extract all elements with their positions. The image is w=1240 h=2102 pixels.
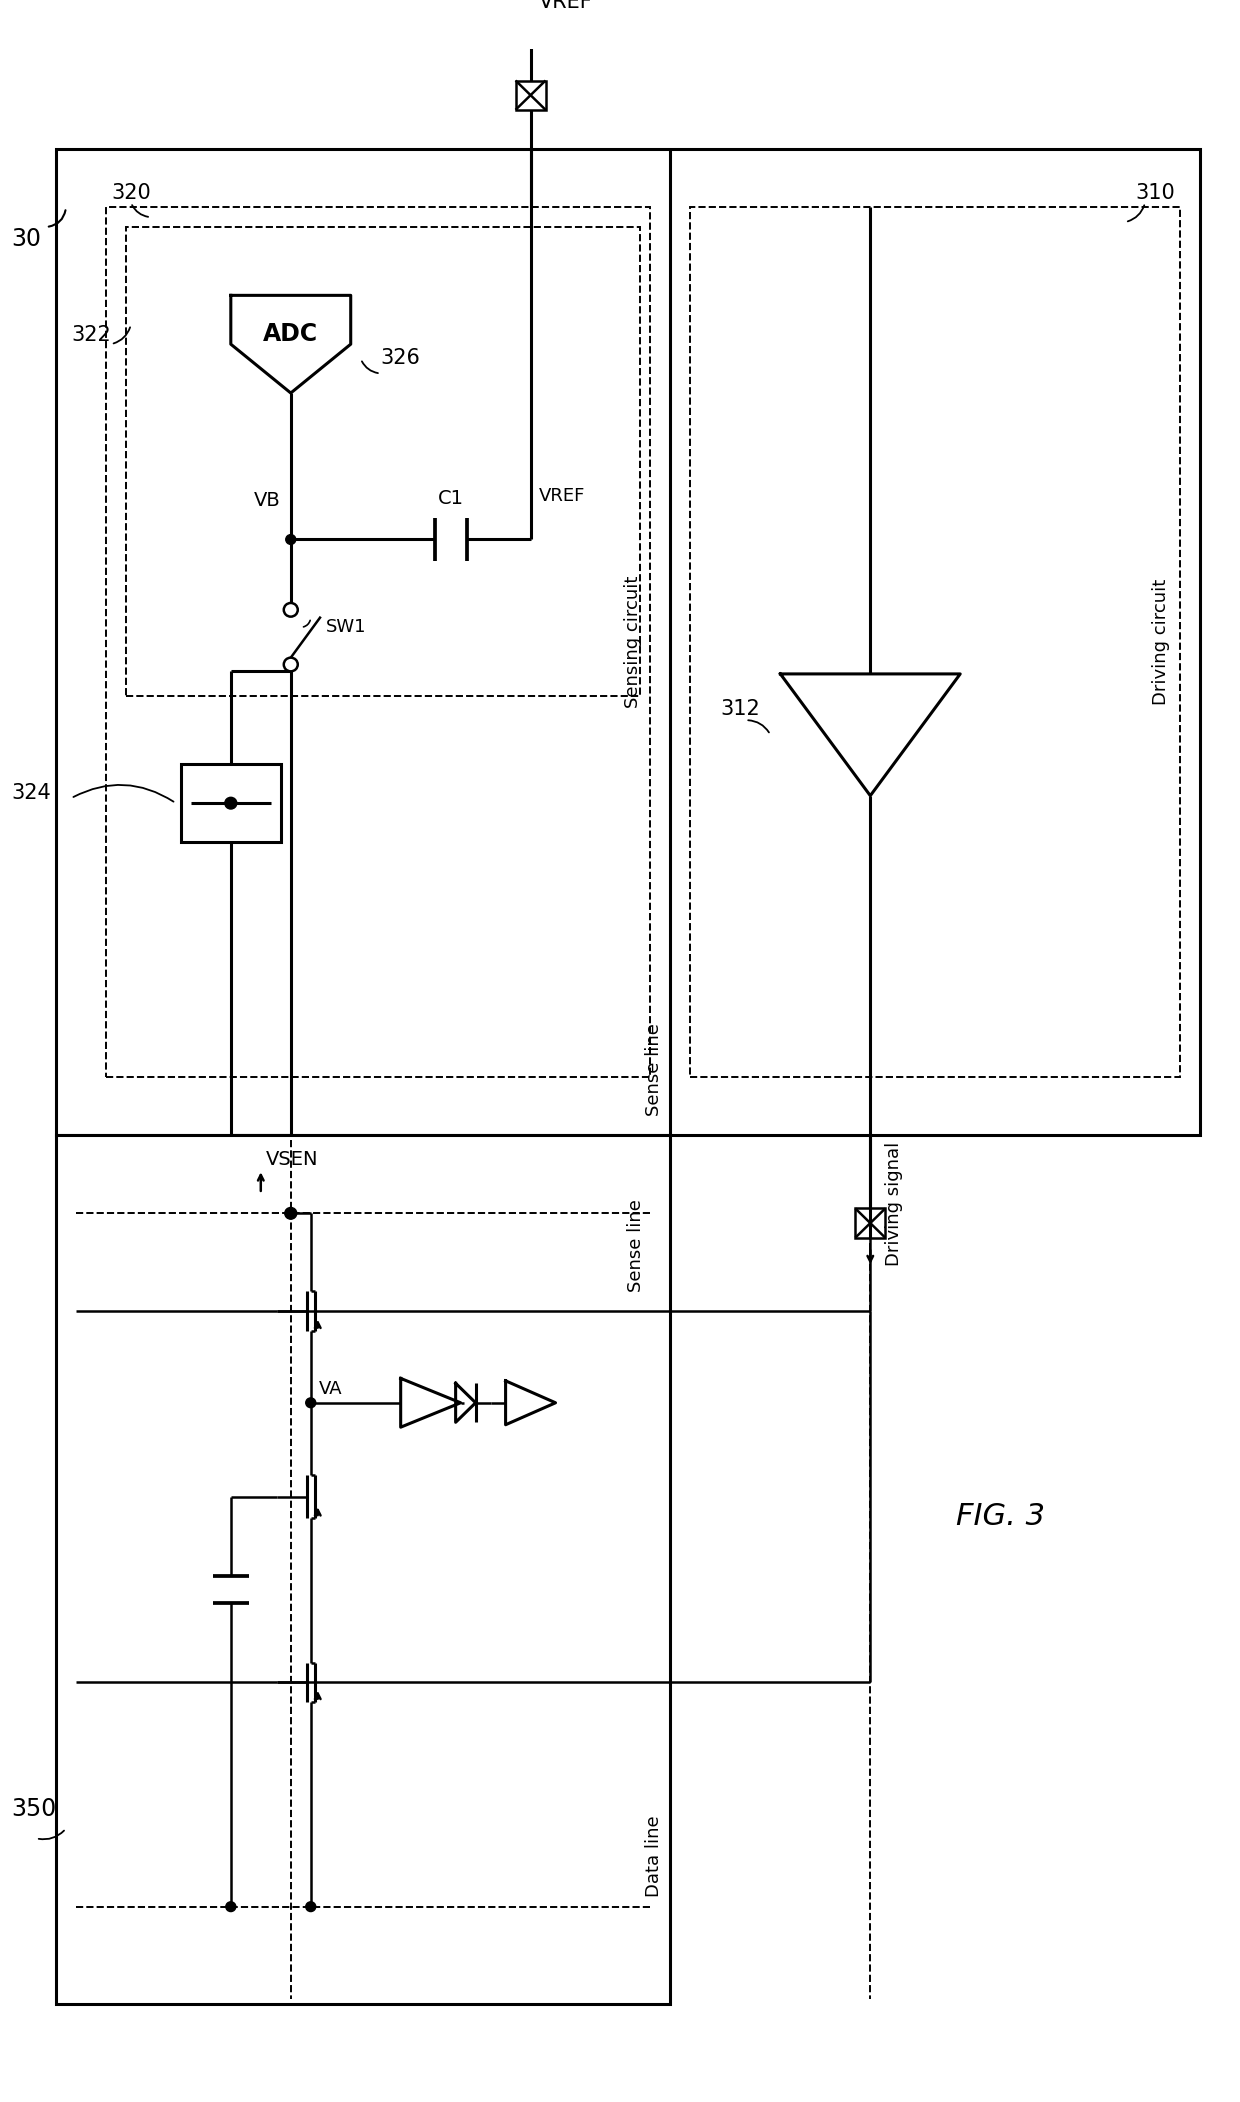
Circle shape — [285, 534, 296, 544]
Bar — [856, 1209, 885, 1238]
Text: Data line: Data line — [646, 1816, 663, 1896]
Circle shape — [285, 1207, 296, 1219]
Bar — [275, 1209, 306, 1238]
Text: 320: 320 — [110, 183, 151, 202]
Text: Driving circuit: Driving circuit — [1152, 578, 1171, 704]
Circle shape — [224, 797, 237, 809]
Text: SW1: SW1 — [326, 618, 366, 637]
Text: 312: 312 — [720, 700, 760, 719]
Text: Driving signal: Driving signal — [885, 1141, 903, 1265]
Text: VA: VA — [319, 1379, 342, 1398]
Text: 324: 324 — [11, 784, 51, 803]
Text: ADC: ADC — [263, 322, 319, 347]
Circle shape — [284, 603, 298, 616]
Circle shape — [284, 658, 298, 671]
Text: VREF: VREF — [538, 0, 593, 13]
Text: 30: 30 — [11, 227, 41, 250]
Text: VREF: VREF — [538, 488, 585, 504]
Text: VB: VB — [254, 492, 280, 511]
Bar — [126, 227, 641, 696]
Bar — [56, 149, 1200, 1135]
Bar — [56, 1135, 671, 2005]
Polygon shape — [506, 1381, 556, 1425]
Polygon shape — [401, 1379, 460, 1427]
Bar — [181, 765, 280, 843]
Polygon shape — [780, 675, 960, 797]
Text: 310: 310 — [1136, 183, 1176, 202]
Bar — [691, 208, 1180, 1076]
Circle shape — [226, 1902, 236, 1911]
Bar — [516, 80, 546, 109]
Text: 322: 322 — [71, 324, 110, 345]
Text: 350: 350 — [11, 1797, 56, 1820]
Text: VSEN: VSEN — [265, 1150, 319, 1169]
Circle shape — [306, 1398, 316, 1408]
Text: 326: 326 — [381, 347, 420, 368]
Text: Sense line: Sense line — [627, 1198, 646, 1291]
Bar — [105, 208, 651, 1076]
Text: C1: C1 — [438, 490, 464, 509]
Text: FIG. 3: FIG. 3 — [956, 1501, 1044, 1530]
Text: Sensing circuit: Sensing circuit — [625, 576, 642, 708]
Text: Sense line: Sense line — [646, 1024, 663, 1116]
Circle shape — [306, 1902, 316, 1911]
